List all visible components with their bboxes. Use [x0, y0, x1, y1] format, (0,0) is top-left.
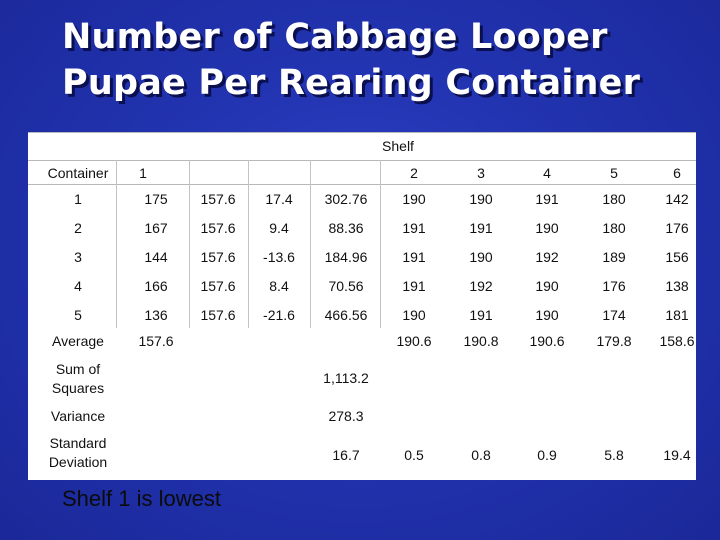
table-cell: 190 [535, 220, 559, 236]
table-cell: 17.4 [265, 191, 293, 207]
shelf-number: 5 [610, 165, 618, 181]
footnote: Shelf 1 is lowest [62, 486, 221, 511]
title-line-2: Pupae Per Rearing Container [62, 63, 641, 103]
table-cell: 190 [402, 307, 426, 323]
table-cell: 184.96 [324, 249, 368, 265]
container-number: 2 [74, 220, 82, 236]
container-number: 4 [74, 278, 82, 294]
std-dev-value: 16.7 [332, 447, 360, 463]
shelf-number: 2 [410, 165, 418, 181]
average-value: 190.6 [396, 333, 432, 349]
title-line-1: Number of Cabbage Looper [62, 17, 608, 57]
variance-label: Variance [50, 408, 106, 424]
table-cell: 144 [144, 249, 168, 265]
average-value: 157.6 [138, 333, 174, 349]
average-value: 190.6 [529, 333, 565, 349]
table-cell: 190 [469, 249, 493, 265]
column-divider [380, 160, 381, 328]
std-dev-value: 5.8 [604, 447, 624, 463]
std-dev-value: 0.5 [404, 447, 424, 463]
table-cell: 191 [402, 278, 426, 294]
table-cell: -21.6 [263, 307, 295, 323]
table-cell: 466.56 [324, 307, 368, 323]
average-value: 158.6 [659, 333, 695, 349]
table-cell: 190 [535, 307, 559, 323]
average-value: 179.8 [596, 333, 632, 349]
table-cell: 192 [535, 249, 559, 265]
table-cell: 157.6 [200, 278, 236, 294]
table-top-border [28, 132, 696, 133]
table-cell: 302.76 [324, 191, 368, 207]
sum-of-squares-label: Sum of Squares [51, 361, 105, 396]
table-cell: 157.6 [200, 191, 236, 207]
column-divider [189, 160, 190, 328]
table-cell: 191 [402, 249, 426, 265]
table-cell: 191 [535, 191, 559, 207]
column-divider [116, 160, 117, 328]
table-cell: 166 [144, 278, 168, 294]
sum-of-squares-value: 1,113.2 [323, 370, 369, 386]
table-cell: 70.56 [328, 278, 364, 294]
table-cell: 180 [602, 220, 626, 236]
table-cell: 189 [602, 249, 626, 265]
standard-deviation-label: Standard Deviation [48, 435, 108, 470]
table-cell: 157.6 [200, 249, 236, 265]
table-cell: 192 [469, 278, 493, 294]
table-cell: 9.4 [269, 220, 289, 236]
column-divider [310, 160, 311, 328]
std-dev-value: 19.4 [663, 447, 691, 463]
std-dev-value: 0.9 [537, 447, 557, 463]
table-cell: 138 [665, 278, 689, 294]
table-cell: 181 [665, 307, 689, 323]
table-cell: 142 [665, 191, 689, 207]
container-column-label: Container [47, 165, 109, 181]
shelf-number: 4 [543, 165, 551, 181]
variance-value: 278.3 [328, 408, 364, 424]
table-cell: 191 [469, 307, 493, 323]
table-cell: 191 [469, 220, 493, 236]
table-cell: 180 [602, 191, 626, 207]
table-cell: 190 [402, 191, 426, 207]
table-cell: -13.6 [263, 249, 295, 265]
shelf-number: 6 [673, 165, 681, 181]
container-row-divider [28, 184, 696, 185]
table-cell: 136 [144, 307, 168, 323]
table-cell: 175 [144, 191, 168, 207]
table-cell: 190 [535, 278, 559, 294]
slide-title: Number of Cabbage Looper Pupae Per Reari… [62, 14, 640, 106]
table-cell: 174 [602, 307, 626, 323]
table-cell: 157.6 [200, 220, 236, 236]
container-number: 3 [74, 249, 82, 265]
table-cell: 176 [602, 278, 626, 294]
data-table-panel: Shelf Container 1 2 3 4 5 6 1 175 157.6 17.… [28, 132, 696, 480]
average-value: 190.8 [463, 333, 499, 349]
table-cell: 190 [469, 191, 493, 207]
table-cell: 156 [665, 249, 689, 265]
table-cell: 8.4 [269, 278, 289, 294]
shelf-number: 3 [477, 165, 485, 181]
shelf-header: Shelf [382, 138, 414, 154]
table-cell: 88.36 [328, 220, 364, 236]
average-label: Average [52, 333, 104, 349]
shelf-number: 1 [139, 165, 147, 181]
header-divider [28, 160, 696, 161]
table-cell: 167 [144, 220, 168, 236]
container-number: 5 [74, 307, 82, 323]
table-cell: 176 [665, 220, 689, 236]
column-divider [248, 160, 249, 328]
table-cell: 157.6 [200, 307, 236, 323]
std-dev-value: 0.8 [471, 447, 491, 463]
table-cell: 191 [402, 220, 426, 236]
container-number: 1 [74, 191, 82, 207]
